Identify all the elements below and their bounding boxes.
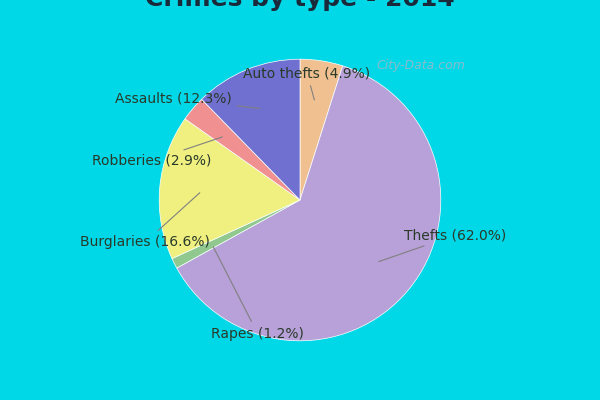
Text: Assaults (12.3%): Assaults (12.3%)	[115, 92, 260, 108]
Text: Robberies (2.9%): Robberies (2.9%)	[92, 137, 223, 168]
Wedge shape	[159, 119, 300, 259]
Text: Auto thefts (4.9%): Auto thefts (4.9%)	[244, 66, 371, 100]
Title: Crimes by type - 2014: Crimes by type - 2014	[145, 0, 455, 11]
Text: City-Data.com: City-Data.com	[377, 59, 466, 72]
Wedge shape	[202, 59, 300, 200]
Wedge shape	[185, 99, 300, 200]
Wedge shape	[300, 59, 343, 200]
Wedge shape	[172, 200, 300, 268]
Wedge shape	[177, 66, 441, 341]
Text: Burglaries (16.6%): Burglaries (16.6%)	[80, 193, 210, 249]
Text: Rapes (1.2%): Rapes (1.2%)	[211, 247, 304, 341]
Text: Thefts (62.0%): Thefts (62.0%)	[379, 228, 506, 262]
